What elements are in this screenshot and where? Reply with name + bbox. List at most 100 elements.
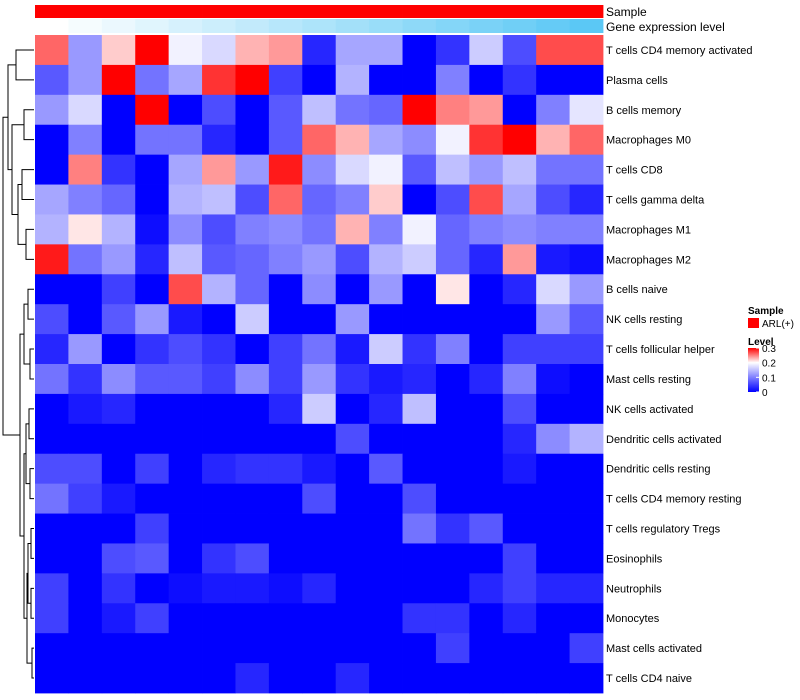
legend-tick-label: 0.1	[762, 373, 776, 384]
row-label: NK cells resting	[606, 314, 682, 326]
heatmap-cell	[35, 184, 69, 215]
heatmap-cell	[68, 35, 103, 66]
heatmap-cell	[168, 94, 203, 126]
row-label: T cells regulatory Tregs	[606, 524, 721, 536]
heatmap-cell	[469, 573, 504, 604]
heatmap-cell	[536, 94, 570, 126]
heatmap-cell	[68, 304, 103, 335]
heatmap-cell	[302, 513, 337, 544]
heatmap-cell	[235, 423, 270, 455]
heatmap-cell	[369, 274, 403, 305]
heatmap-cell	[569, 663, 604, 694]
sample-annotation-cell	[502, 5, 537, 18]
legend-sample-title: Sample	[748, 306, 784, 317]
heatmap-cell	[101, 94, 136, 126]
heatmap-cell	[202, 334, 236, 365]
heatmap-cell	[68, 364, 103, 395]
heatmap-cell	[235, 304, 270, 335]
heatmap-cell	[435, 543, 470, 574]
dendrogram-branch	[29, 348, 34, 380]
heatmap-cell	[35, 154, 69, 185]
heatmap-cell	[536, 513, 570, 544]
heatmap-cell	[569, 543, 604, 574]
heatmap-cell	[168, 423, 203, 455]
heatmap-cell	[268, 154, 303, 185]
row-label: T cells CD4 naive	[606, 673, 692, 685]
heatmap-cell	[369, 483, 403, 514]
heatmap-cell	[536, 35, 570, 66]
heatmap-cell	[135, 184, 170, 215]
heatmap-cell	[268, 274, 303, 305]
heatmap-cell	[402, 543, 437, 574]
row-dendrogram	[2, 49, 34, 679]
heatmap-cell	[135, 364, 170, 395]
heatmap-cell	[569, 64, 604, 96]
heatmap-cell	[569, 573, 604, 604]
heatmap-cell	[569, 184, 604, 215]
heatmap-cell	[502, 35, 537, 66]
heatmap-cell	[536, 393, 570, 425]
heatmap-cell	[202, 64, 236, 96]
heatmap-cell	[402, 214, 437, 245]
heatmap-cell	[335, 663, 370, 694]
heatmap-cell	[469, 334, 504, 365]
heatmap-cell	[402, 334, 437, 365]
heatmap-cell	[302, 633, 337, 664]
heatmap-cell	[536, 214, 570, 245]
heatmap-cell	[302, 573, 337, 604]
heatmap-cell	[302, 244, 337, 275]
heatmap-cell	[101, 633, 136, 664]
heatmap-cell	[469, 274, 504, 305]
heatmap-cell	[469, 124, 504, 156]
heatmap-cell	[202, 94, 236, 126]
heatmap-cell	[435, 244, 470, 275]
heatmap-cell	[68, 154, 103, 185]
heatmap-cell	[369, 64, 403, 96]
heatmap-cell	[435, 423, 470, 455]
heatmap-cell	[502, 603, 537, 634]
dendrogram-branch	[27, 288, 34, 320]
heatmap-cell	[369, 543, 403, 574]
heatmap-cell	[402, 663, 437, 694]
heatmap-cell	[435, 154, 470, 185]
heatmap-cell	[235, 513, 270, 544]
heatmap-cell	[168, 274, 203, 305]
heatmap-cell	[202, 393, 236, 425]
gene-expression-annotation-cell	[569, 19, 604, 33]
heatmap-cell	[302, 274, 337, 305]
heatmap-cell	[335, 603, 370, 634]
heatmap-cell	[35, 453, 69, 485]
heatmap-cell	[335, 364, 370, 395]
heatmap-cell	[302, 214, 337, 245]
heatmap-cell	[502, 513, 537, 544]
gene-expression-annotation-cell	[469, 19, 504, 33]
heatmap-cell	[302, 603, 337, 634]
heatmap-cell	[235, 274, 270, 305]
row-label: Dendritic cells resting	[606, 464, 711, 476]
heatmap-cell	[402, 573, 437, 604]
heatmap-cell	[202, 154, 236, 185]
heatmap-cell	[202, 124, 236, 156]
heatmap-cell	[502, 214, 537, 245]
heatmap-cell	[335, 35, 370, 66]
heatmap-cell	[68, 453, 103, 485]
heatmap-cell	[35, 573, 69, 604]
heatmap-cell	[168, 124, 203, 156]
heatmap-cell	[35, 94, 69, 126]
heatmap-cell	[502, 453, 537, 485]
heatmap-cell	[235, 483, 270, 514]
dendrogram-branch	[21, 169, 34, 200]
heatmap-cell	[235, 334, 270, 365]
legend: Sample ARL(+) Level 0.3 0.2 0.1 0	[748, 306, 794, 399]
heatmap-cell	[335, 573, 370, 604]
heatmap-cell	[68, 543, 103, 574]
heatmap-cell	[569, 124, 604, 156]
heatmap-cell	[202, 453, 236, 485]
gene-expression-annotation-cell	[202, 19, 236, 33]
heatmap-cell	[35, 543, 69, 574]
heatmap-cell	[402, 94, 437, 126]
heatmap-cell	[435, 393, 470, 425]
heatmap-cell	[202, 543, 236, 574]
heatmap-cell	[502, 64, 537, 96]
heatmap-cell	[101, 244, 136, 275]
